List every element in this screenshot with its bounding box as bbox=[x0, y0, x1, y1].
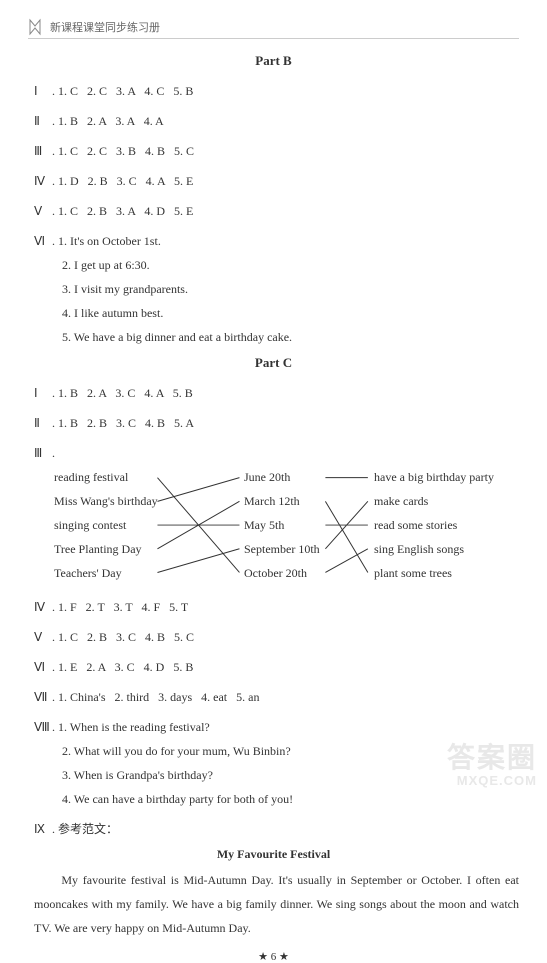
match-item: June 20th bbox=[244, 465, 320, 489]
watermark: 答案圈 MXQE.COM bbox=[447, 743, 537, 788]
essay-label: 参考范文： bbox=[58, 822, 118, 836]
answer-text: 1. E 2. A 3. C 4. D 5. B bbox=[58, 660, 193, 674]
answer-section: Ⅲ. 1. C 2. C 3. B 4. B 5. C bbox=[28, 139, 519, 163]
roman-numeral: Ⅱ bbox=[34, 411, 52, 435]
match-item: make cards bbox=[374, 489, 494, 513]
answer-item: 5. We have a big dinner and eat a birthd… bbox=[34, 325, 519, 349]
match-item: March 12th bbox=[244, 489, 320, 513]
roman-numeral: Ⅳ bbox=[34, 595, 52, 619]
matching-mid-col: June 20thMarch 12thMay 5thSeptember 10th… bbox=[244, 465, 320, 585]
match-item: sing English songs bbox=[374, 537, 494, 561]
answer-text: 1. B 2. B 3. C 4. B 5. A bbox=[58, 416, 194, 430]
page-header: 新课程课堂同步练习册 bbox=[28, 18, 519, 39]
part-b-sections: Ⅰ. 1. C 2. C 3. A 4. C 5. B Ⅱ. 1. B 2. A … bbox=[28, 79, 519, 223]
answer-section: Ⅰ. 1. C 2. C 3. A 4. C 5. B bbox=[28, 79, 519, 103]
match-item: September 10th bbox=[244, 537, 320, 561]
match-item: October 20th bbox=[244, 561, 320, 585]
roman-numeral: Ⅱ bbox=[34, 109, 52, 133]
answer-text: 1. C 2. B 3. A 4. D 5. E bbox=[58, 204, 193, 218]
answer-item: 3. I visit my grandparents. bbox=[34, 277, 519, 301]
answer-text: 1. D 2. B 3. C 4. A 5. E bbox=[58, 174, 193, 188]
header-title: 新课程课堂同步练习册 bbox=[50, 19, 160, 35]
match-item: reading festival bbox=[54, 465, 158, 489]
match-item: plant some trees bbox=[374, 561, 494, 585]
roman-numeral: Ⅰ bbox=[34, 381, 52, 405]
answer-item: 4. I like autumn best. bbox=[34, 301, 519, 325]
match-item: Teachers' Day bbox=[54, 561, 158, 585]
roman-numeral: Ⅷ bbox=[34, 715, 52, 739]
match-item: May 5th bbox=[244, 513, 320, 537]
part-b-section-6: Ⅵ. 1. It's on October 1st. 2. I get up a… bbox=[28, 229, 519, 349]
page-number: ★ 6 ★ bbox=[28, 950, 519, 963]
part-c-section-8: Ⅷ. 1. When is the reading festival? 2. W… bbox=[28, 715, 519, 811]
essay-title: My Favourite Festival bbox=[28, 847, 519, 862]
matching-right-col: have a big birthday partymake cardsread … bbox=[374, 465, 494, 585]
answer-section: Ⅴ. 1. C 2. B 3. C 4. B 5. C bbox=[28, 625, 519, 649]
answer-text: 1. When is the reading festival? bbox=[58, 720, 210, 734]
roman-numeral: Ⅵ bbox=[34, 655, 52, 679]
roman-numeral: Ⅲ bbox=[34, 441, 52, 465]
essay-body: My favourite festival is Mid-Autumn Day.… bbox=[28, 868, 519, 940]
match-item: Tree Planting Day bbox=[54, 537, 158, 561]
match-item: read some stories bbox=[374, 513, 494, 537]
roman-numeral: Ⅵ bbox=[34, 229, 52, 253]
answer-text: 1. China's 2. third 3. days 4. eat 5. an bbox=[58, 690, 259, 704]
roman-numeral: Ⅲ bbox=[34, 139, 52, 163]
answer-item: 2. I get up at 6:30. bbox=[34, 253, 519, 277]
roman-numeral: Ⅸ bbox=[34, 817, 52, 841]
answer-section: Ⅶ. 1. China's 2. third 3. days 4. eat 5.… bbox=[28, 685, 519, 709]
watermark-line1: 答案圈 bbox=[447, 743, 537, 774]
answer-text: 1. F 2. T 3. T 4. F 5. T bbox=[58, 600, 188, 614]
answer-text: 1. C 2. C 3. A 4. C 5. B bbox=[58, 84, 193, 98]
roman-numeral: Ⅴ bbox=[34, 625, 52, 649]
part-c-sections-1: Ⅰ. 1. B 2. A 3. C 4. A 5. B Ⅱ. 1. B 2. B … bbox=[28, 381, 519, 435]
answer-text: 1. B 2. A 3. C 4. A 5. B bbox=[58, 386, 193, 400]
answer-section: Ⅱ. 1. B 2. B 3. C 4. B 5. A bbox=[28, 411, 519, 435]
matching-left-col: reading festivalMiss Wang's birthdaysing… bbox=[54, 465, 158, 585]
match-item: Miss Wang's birthday bbox=[54, 489, 158, 513]
roman-numeral: Ⅰ bbox=[34, 79, 52, 103]
part-b-title: Part B bbox=[28, 53, 519, 69]
answer-section: Ⅱ. 1. B 2. A 3. A 4. A bbox=[28, 109, 519, 133]
roman-numeral: Ⅴ bbox=[34, 199, 52, 223]
match-item: singing contest bbox=[54, 513, 158, 537]
answer-text: 1. B 2. A 3. A 4. A bbox=[58, 114, 164, 128]
part-c-sections-2: Ⅳ. 1. F 2. T 3. T 4. F 5. T Ⅴ. 1. C 2. B … bbox=[28, 595, 519, 709]
match-item: have a big birthday party bbox=[374, 465, 494, 489]
answer-section: Ⅳ. 1. D 2. B 3. C 4. A 5. E bbox=[28, 169, 519, 193]
answer-text: 1. It's on October 1st. bbox=[58, 234, 161, 248]
matching-diagram: reading festivalMiss Wang's birthdaysing… bbox=[34, 465, 519, 595]
answer-section: Ⅰ. 1. B 2. A 3. C 4. A 5. B bbox=[28, 381, 519, 405]
part-c-title: Part C bbox=[28, 355, 519, 371]
answer-text: 1. C 2. B 3. C 4. B 5. C bbox=[58, 630, 194, 644]
matching-section: Ⅲ. bbox=[28, 441, 519, 465]
roman-numeral: Ⅶ bbox=[34, 685, 52, 709]
answer-section: Ⅴ. 1. C 2. B 3. A 4. D 5. E bbox=[28, 199, 519, 223]
watermark-line2: MXQE.COM bbox=[447, 774, 537, 788]
part-c-section-9: Ⅸ. 参考范文： bbox=[28, 817, 519, 841]
answer-section: Ⅳ. 1. F 2. T 3. T 4. F 5. T bbox=[28, 595, 519, 619]
answer-section: Ⅵ. 1. E 2. A 3. C 4. D 5. B bbox=[28, 655, 519, 679]
book-icon bbox=[28, 18, 42, 36]
answer-item: 4. We can have a birthday party for both… bbox=[34, 787, 519, 811]
answer-text: 1. C 2. C 3. B 4. B 5. C bbox=[58, 144, 194, 158]
roman-numeral: Ⅳ bbox=[34, 169, 52, 193]
